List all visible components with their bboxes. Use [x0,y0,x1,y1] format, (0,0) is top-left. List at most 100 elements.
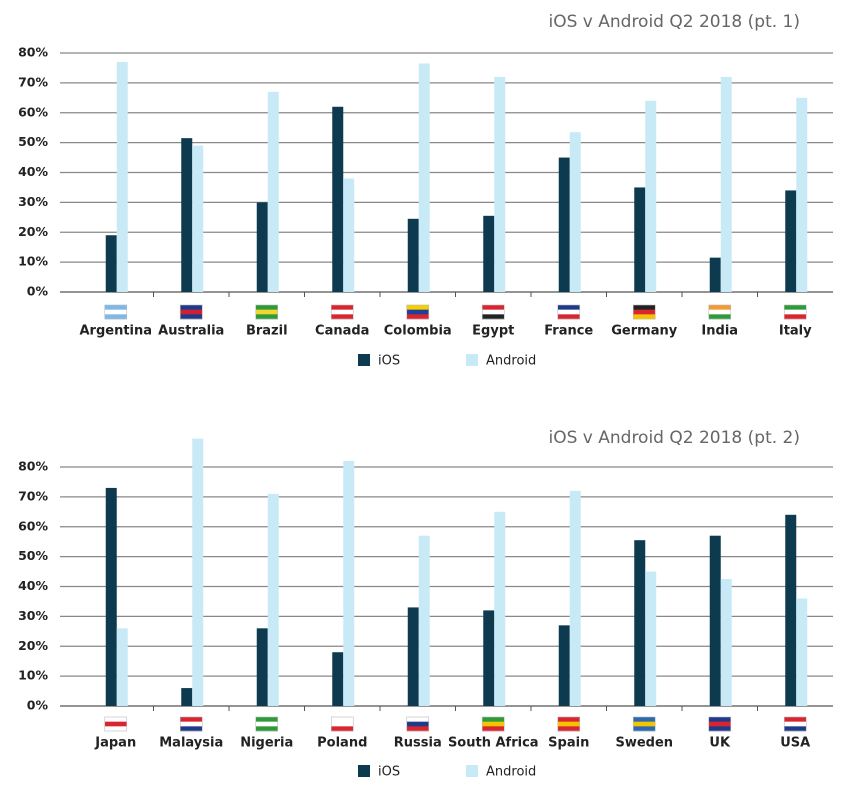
y-tick-label: 80% [18,459,48,474]
flag [633,726,656,732]
flag [557,726,580,732]
flag [557,309,580,315]
y-tick-label: 30% [18,608,48,623]
flag-border [179,304,203,320]
x-tick-label: Italy [779,324,812,339]
bar [720,579,732,706]
flag [104,314,127,320]
flag [331,309,354,315]
flag-border [330,304,354,320]
bar [494,76,506,293]
x-tick-label: France [544,324,593,339]
flag-border [406,304,430,320]
bar [494,511,506,706]
x-tick-label: UK [709,736,731,751]
flag [331,717,354,722]
bar [720,76,732,293]
flag-border [557,716,581,732]
flag [331,314,354,320]
bar [116,628,128,706]
flag-border [557,304,581,320]
y-tick-label: 40% [18,164,48,179]
x-tick-label: Canada [315,324,369,339]
bar [256,202,268,292]
y-tick-label: 0% [27,698,49,713]
bar [267,493,279,706]
flag-border [632,304,656,320]
y-tick-label: 30% [18,194,48,209]
flag [255,305,278,310]
flag [784,717,807,722]
legend-label: iOS [378,765,400,780]
flag [104,721,127,727]
flag [482,721,505,727]
bar [483,215,495,292]
flag-border [330,716,354,732]
flag [331,721,354,727]
y-tick-label: 60% [18,104,48,119]
bar [569,490,581,706]
flag [708,721,731,727]
y-tick-label: 0% [27,284,49,299]
flag-border [255,716,279,732]
legend-label: Android [486,354,536,369]
flag [633,314,656,320]
bar [785,514,797,706]
x-tick-label: Spain [548,736,589,751]
x-tick-label: Argentina [79,324,152,339]
legend-label: Android [486,765,536,780]
flag [633,717,656,722]
x-tick-label: Brazil [246,324,288,339]
bar [343,461,355,706]
x-tick-label: Russia [394,736,442,751]
flag [255,314,278,320]
x-tick-label: Japan [94,736,136,751]
bar [558,625,570,706]
x-tick-label: Malaysia [159,736,223,751]
y-tick-label: 10% [18,254,48,269]
bar [558,157,570,292]
x-tick-label: Poland [317,736,367,751]
bar [483,610,495,706]
bar [418,63,430,292]
flag [557,305,580,310]
flag [708,717,731,722]
y-tick-label: 20% [18,638,48,653]
bar [343,178,355,292]
flag [633,721,656,727]
flag-border [481,304,505,320]
flag [255,721,278,727]
y-tick-label: 40% [18,578,48,593]
flag [784,314,807,320]
x-tick-label: Australia [158,324,224,339]
bar [116,61,128,293]
bar [709,257,721,292]
flag [482,314,505,320]
flag [708,726,731,732]
flag [180,305,203,310]
flag-border [783,304,807,320]
flag [406,305,429,310]
flag-border [255,304,279,320]
bar [796,97,808,292]
x-tick-label: Sweden [615,736,673,751]
bar [645,571,657,706]
flag-border [406,716,430,732]
flag [104,305,127,310]
x-tick-label: India [701,324,738,339]
flag [180,717,203,722]
legend-label: iOS [378,354,400,369]
bar [105,235,117,292]
flag-border [104,716,128,732]
y-tick-label: 80% [18,45,48,60]
flag-border [104,304,128,320]
flag [482,726,505,732]
bar [192,438,204,706]
y-tick-label: 50% [18,548,48,563]
flag [557,314,580,320]
bar [407,218,419,292]
flag [482,305,505,310]
flag [406,717,429,722]
bar [332,106,344,293]
legend-swatch [466,354,478,366]
